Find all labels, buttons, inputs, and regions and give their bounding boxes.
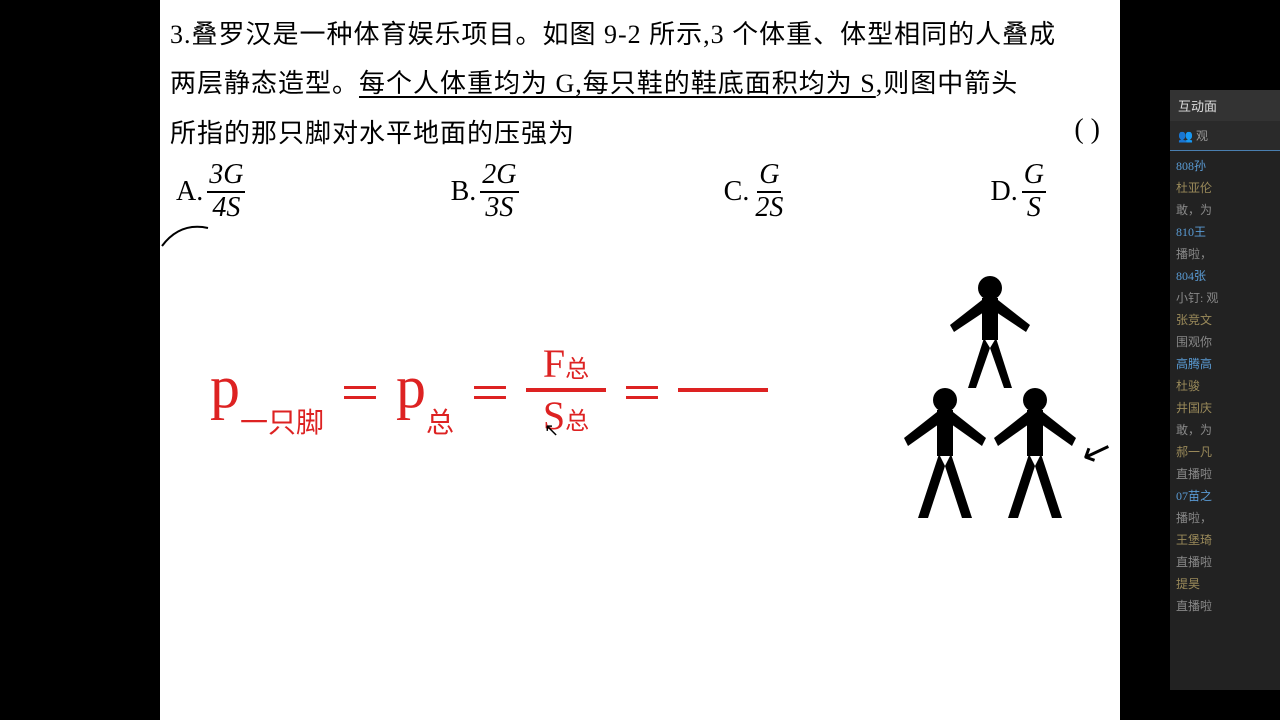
answer-blank: ( )	[1074, 114, 1100, 146]
opt-d-den: S	[1025, 193, 1043, 224]
fml-eq3: ＝	[620, 358, 664, 422]
fml-p1: p	[210, 354, 240, 420]
pyramid-figure	[890, 270, 1090, 530]
chat-item: 围观你	[1176, 331, 1274, 353]
fml-eq2: ＝	[468, 358, 512, 422]
hand-doodle	[160, 218, 210, 248]
option-d: D. GS	[991, 160, 1046, 224]
chat-item: 播啦，	[1176, 243, 1274, 265]
chat-item: 808孙	[1176, 155, 1274, 177]
fml-eq1: ＝	[338, 358, 382, 422]
option-c-label: C.	[724, 176, 750, 208]
option-c: C. G2S	[724, 160, 786, 224]
chat-item: 井国庆	[1176, 397, 1274, 419]
option-a: A. 3G4S	[176, 160, 245, 224]
chat-sidebar[interactable]: 互动面 👥 观 808孙杜亚伦敢，为810王播啦，804张小钉: 观张竞文围观你…	[1170, 90, 1280, 690]
question-text: 3.叠罗汉是一种体育娱乐项目。如图 9-2 所示,3 个体重、体型相同的人叠成 …	[170, 10, 1110, 158]
chat-item: 小钉: 观	[1176, 287, 1274, 309]
sidebar-viewers: 👥 观	[1170, 121, 1280, 151]
opt-b-num: 2G	[480, 160, 518, 193]
chat-item: 804张	[1176, 265, 1274, 287]
q-line2-underlined: 每个人体重均为 G,每只鞋的鞋底面积均为 S	[359, 69, 876, 98]
chat-item: 直播啦	[1176, 463, 1274, 485]
q-line2-pre: 两层静态造型。	[170, 69, 359, 98]
chat-item: 提昊	[1176, 573, 1274, 595]
fml-fraction: F总 S总	[526, 340, 606, 440]
chat-item: 郝一凡	[1176, 441, 1274, 463]
option-a-label: A.	[176, 176, 203, 208]
fml-sub1: 一只脚	[240, 408, 324, 439]
formula: p一只脚 ＝ p总 ＝ F总 S总 ＝	[210, 340, 768, 440]
opt-a-den: 4S	[210, 193, 242, 224]
fml-num: F	[543, 341, 565, 386]
opt-c-num: G	[757, 160, 781, 193]
chat-item: 王堡琦	[1176, 529, 1274, 551]
fml-p2: p	[396, 354, 426, 420]
q-line1: 叠罗汉是一种体育娱乐项目。如图 9-2 所示,3 个体重、体型相同的人叠成	[192, 20, 1057, 49]
option-b: B. 2G3S	[451, 160, 519, 224]
opt-c-den: 2S	[753, 193, 785, 224]
chat-item: 杜亚伦	[1176, 177, 1274, 199]
document-area: 3.叠罗汉是一种体育娱乐项目。如图 9-2 所示,3 个体重、体型相同的人叠成 …	[160, 0, 1120, 720]
q-line2-post: ,则图中箭头	[876, 69, 1019, 98]
fml-den: S	[543, 393, 565, 438]
question-number: 3.	[170, 20, 192, 49]
opt-a-num: 3G	[207, 160, 245, 193]
opt-b-den: 3S	[483, 193, 515, 224]
options-row: A. 3G4S B. 2G3S C. G2S D. GS	[176, 160, 1106, 224]
chat-item: 杜骏	[1176, 375, 1274, 397]
q-line3: 所指的那只脚对水平地面的压强为	[170, 119, 575, 148]
chat-item: 播啦，	[1176, 507, 1274, 529]
option-d-label: D.	[991, 176, 1018, 208]
fml-num-sub: 总	[565, 357, 589, 383]
chat-item: 直播啦	[1176, 551, 1274, 573]
option-b-label: B.	[451, 176, 477, 208]
sidebar-title: 互动面	[1170, 90, 1280, 121]
chat-item: 07苗之	[1176, 485, 1274, 507]
chat-item: 张竞文	[1176, 309, 1274, 331]
fml-den-sub: 总	[565, 409, 589, 435]
fml-blank-line	[678, 388, 768, 392]
chat-item: 直播啦	[1176, 595, 1274, 617]
chat-list[interactable]: 808孙杜亚伦敢，为810王播啦，804张小钉: 观张竞文围观你高腾高杜骏井国庆…	[1170, 151, 1280, 621]
chat-item: 810王	[1176, 221, 1274, 243]
chat-item: 敢，为	[1176, 419, 1274, 441]
opt-d-num: G	[1022, 160, 1046, 193]
chat-item: 高腾高	[1176, 353, 1274, 375]
chat-item: 敢，为	[1176, 199, 1274, 221]
fml-sub2: 总	[426, 408, 454, 439]
